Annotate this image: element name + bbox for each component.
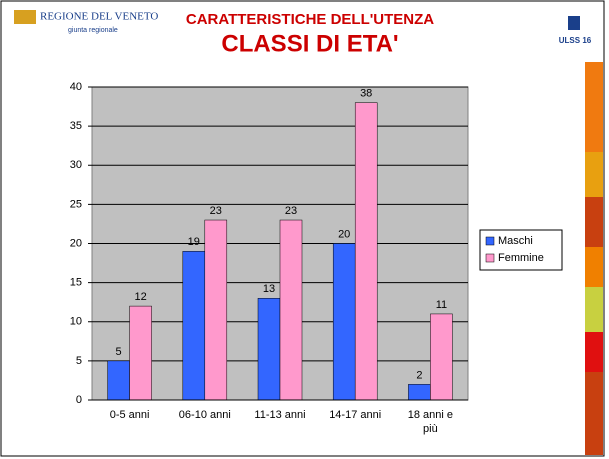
strip: [585, 62, 603, 152]
bar: [280, 220, 302, 400]
y-tick-label: 10: [70, 316, 82, 328]
y-tick-label: 5: [76, 355, 82, 367]
bar: [108, 361, 130, 400]
x-tick-label: 0-5 anni: [99, 408, 161, 422]
data-label: 20: [338, 228, 350, 240]
region-name: REGIONE DEL VENETO: [40, 11, 158, 23]
data-label: 2: [416, 369, 422, 381]
bar: [430, 314, 452, 400]
data-label: 19: [188, 236, 200, 248]
data-label: 23: [285, 205, 297, 217]
strip: [585, 372, 603, 455]
x-tick-label: 11-13 anni: [249, 408, 311, 422]
ulss-logo-icon: [568, 16, 580, 30]
y-tick-label: 15: [70, 277, 82, 289]
y-tick-label: 40: [70, 81, 82, 93]
y-tick-label: 30: [70, 159, 82, 171]
bar: [333, 244, 355, 401]
x-tick-label: 06-10 anni: [174, 408, 236, 422]
data-label: 12: [134, 291, 146, 303]
bar: [355, 103, 377, 400]
y-tick-label: 0: [76, 394, 82, 406]
x-tick-label: 14-17 anni: [324, 408, 386, 422]
y-tick-label: 35: [70, 120, 82, 132]
region-sub: giunta regionale: [68, 27, 118, 34]
bar: [130, 306, 152, 400]
strip: [585, 247, 603, 287]
y-tick-label: 25: [70, 198, 82, 210]
bar: [408, 384, 430, 400]
chart-title: CARATTERISTICHE DELL'UTENZA: [186, 11, 434, 28]
data-label: 38: [360, 88, 372, 100]
bar: [183, 251, 205, 400]
chart: REGIONE DEL VENETO giunta regionale CARA…: [0, 0, 609, 459]
legend-label: Femmine: [498, 252, 544, 264]
legend-swatch: [486, 237, 494, 245]
legend-swatch: [486, 254, 494, 262]
strip: [585, 197, 603, 247]
bar: [205, 220, 227, 400]
y-tick-label: 20: [70, 237, 82, 249]
legend-label: Maschi: [498, 235, 533, 247]
strip: [585, 152, 603, 197]
chart-subtitle: CLASSI DI ETA': [221, 30, 398, 57]
slide: REGIONE DEL VENETO giunta regionale CARA…: [0, 0, 609, 459]
strip: [585, 332, 603, 372]
data-label: 13: [263, 283, 275, 295]
data-label: 5: [116, 346, 122, 358]
ulss-logo: ULSS 16: [559, 36, 592, 45]
data-label: 11: [436, 299, 447, 311]
x-tick-label: 18 anni e più: [399, 408, 461, 436]
bar: [258, 298, 280, 400]
region-logo-icon: [14, 10, 36, 24]
strip: [585, 287, 603, 332]
data-label: 23: [210, 205, 222, 217]
